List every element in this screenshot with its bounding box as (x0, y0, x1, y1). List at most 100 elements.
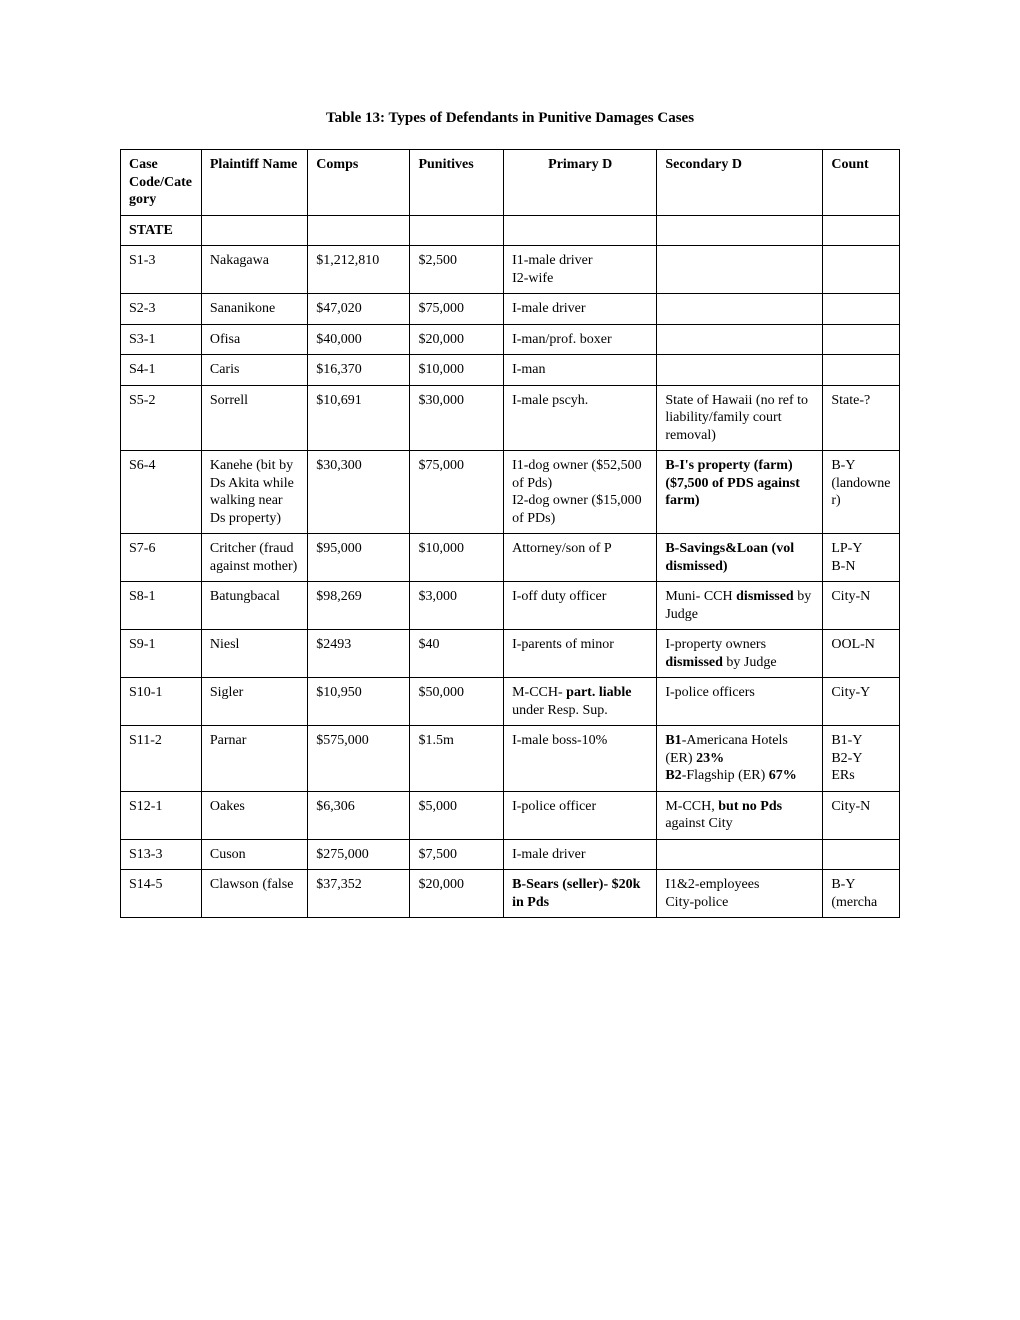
table-row: S3-1Ofisa$40,000$20,000I-man/prof. boxer (121, 324, 900, 355)
table-row: S11-2Parnar$575,000$1.5mI-male boss-10%B… (121, 726, 900, 792)
cell-code: S8-1 (121, 582, 202, 630)
cell-primary: I-male pscyh. (504, 385, 657, 451)
cell-primary: I-male boss-10% (504, 726, 657, 792)
cell-plaintiff: Batungbacal (201, 582, 307, 630)
cell-plaintiff: Cuson (201, 839, 307, 870)
cell-primary: I-police officer (504, 791, 657, 839)
cell-punitives: $75,000 (410, 451, 504, 534)
cell-count (823, 355, 900, 386)
cell-punitives: $1.5m (410, 726, 504, 792)
cell-primary: I-off duty officer (504, 582, 657, 630)
cell-count: City-Y (823, 678, 900, 726)
table-row: S12-1Oakes$6,306$5,000I-police officerM-… (121, 791, 900, 839)
cell-count: B-Y (landowner) (823, 451, 900, 534)
cell-code: S12-1 (121, 791, 202, 839)
cell-plaintiff: Clawson (false (201, 870, 307, 918)
cell-code: S10-1 (121, 678, 202, 726)
cell-count: State-? (823, 385, 900, 451)
col-primary-d: Primary D (504, 150, 657, 216)
col-comps: Comps (308, 150, 410, 216)
cell-comps: $98,269 (308, 582, 410, 630)
cell-primary: I1-male driverI2-wife (504, 246, 657, 294)
table-row: S4-1Caris$16,370$10,000I-man (121, 355, 900, 386)
cell-comps: $275,000 (308, 839, 410, 870)
cell-primary: M-CCH- part. liable under Resp. Sup. (504, 678, 657, 726)
col-case-code: Case Code/Category (121, 150, 202, 216)
cell-punitives: $40 (410, 630, 504, 678)
cell-comps: $6,306 (308, 791, 410, 839)
table-row: S7-6Critcher (fraud against mother)$95,0… (121, 534, 900, 582)
table-row: S5-2Sorrell$10,691$30,000I-male pscyh.St… (121, 385, 900, 451)
cell-punitives: $30,000 (410, 385, 504, 451)
cell-comps: $30,300 (308, 451, 410, 534)
cell-count: City-N (823, 791, 900, 839)
cell-punitives: $75,000 (410, 294, 504, 325)
cell-plaintiff: Kanehe (bit by Ds Akita while walking ne… (201, 451, 307, 534)
cell-secondary (657, 246, 823, 294)
cell-secondary: State of Hawaii (no ref to liability/fam… (657, 385, 823, 451)
cell-comps: $2493 (308, 630, 410, 678)
cell-plaintiff: Nakagawa (201, 246, 307, 294)
col-punitives: Punitives (410, 150, 504, 216)
cell-punitives: $20,000 (410, 324, 504, 355)
cell-comps: $10,950 (308, 678, 410, 726)
cell-code: S7-6 (121, 534, 202, 582)
col-count: Count (823, 150, 900, 216)
cell-plaintiff: Sorrell (201, 385, 307, 451)
cell-count: LP-YB-N (823, 534, 900, 582)
cell-code: S9-1 (121, 630, 202, 678)
cell-count (823, 294, 900, 325)
table-row: S6-4Kanehe (bit by Ds Akita while walkin… (121, 451, 900, 534)
cell-secondary (657, 324, 823, 355)
cell-code: S3-1 (121, 324, 202, 355)
defendants-table: Case Code/Category Plaintiff Name Comps … (120, 149, 900, 918)
cell-punitives: $3,000 (410, 582, 504, 630)
cell-count (823, 324, 900, 355)
table-title: Table 13: Types of Defendants in Punitiv… (120, 110, 900, 127)
cell-comps: $40,000 (308, 324, 410, 355)
cell-comps: $1,212,810 (308, 246, 410, 294)
cell-primary: Attorney/son of P (504, 534, 657, 582)
cell-comps: $37,352 (308, 870, 410, 918)
cell-plaintiff: Caris (201, 355, 307, 386)
cell-count: OOL-N (823, 630, 900, 678)
cell-secondary: M-CCH, but no Pds against City (657, 791, 823, 839)
cell-plaintiff: Niesl (201, 630, 307, 678)
cell-comps: $16,370 (308, 355, 410, 386)
cell-punitives: $20,000 (410, 870, 504, 918)
cell-secondary: I1&2-employeesCity-police (657, 870, 823, 918)
cell-primary: I-parents of minor (504, 630, 657, 678)
cell-code: S4-1 (121, 355, 202, 386)
cell-primary: B-Sears (seller)- $20k in Pds (504, 870, 657, 918)
cell-punitives: $7,500 (410, 839, 504, 870)
table-row: S10-1Sigler$10,950$50,000M-CCH- part. li… (121, 678, 900, 726)
cell-punitives: $5,000 (410, 791, 504, 839)
table-row: S8-1Batungbacal$98,269$3,000I-off duty o… (121, 582, 900, 630)
cell-secondary: I-property owners dismissed by Judge (657, 630, 823, 678)
cell-count (823, 839, 900, 870)
cell-count (823, 246, 900, 294)
cell-plaintiff: Sigler (201, 678, 307, 726)
cell-primary: I1-dog owner ($52,500 of Pds)I2-dog owne… (504, 451, 657, 534)
table-row: S1-3Nakagawa$1,212,810$2,500I1-male driv… (121, 246, 900, 294)
cell-primary: I-man (504, 355, 657, 386)
cell-secondary: B-Savings&Loan (vol dismissed) (657, 534, 823, 582)
cell-code: S11-2 (121, 726, 202, 792)
cell-secondary (657, 294, 823, 325)
cell-secondary: I-police officers (657, 678, 823, 726)
cell-count: City-N (823, 582, 900, 630)
col-plaintiff: Plaintiff Name (201, 150, 307, 216)
section-label: STATE (121, 215, 202, 246)
cell-code: S14-5 (121, 870, 202, 918)
cell-primary: I-male driver (504, 839, 657, 870)
cell-count: B1-YB2-YERs (823, 726, 900, 792)
cell-punitives: $10,000 (410, 534, 504, 582)
cell-primary: I-man/prof. boxer (504, 324, 657, 355)
table-row: S13-3Cuson$275,000$7,500I-male driver (121, 839, 900, 870)
cell-secondary: Muni- CCH dismissed by Judge (657, 582, 823, 630)
cell-plaintiff: Ofisa (201, 324, 307, 355)
cell-plaintiff: Critcher (fraud against mother) (201, 534, 307, 582)
cell-code: S1-3 (121, 246, 202, 294)
table-row: S2-3Sananikone$47,020$75,000I-male drive… (121, 294, 900, 325)
cell-punitives: $2,500 (410, 246, 504, 294)
